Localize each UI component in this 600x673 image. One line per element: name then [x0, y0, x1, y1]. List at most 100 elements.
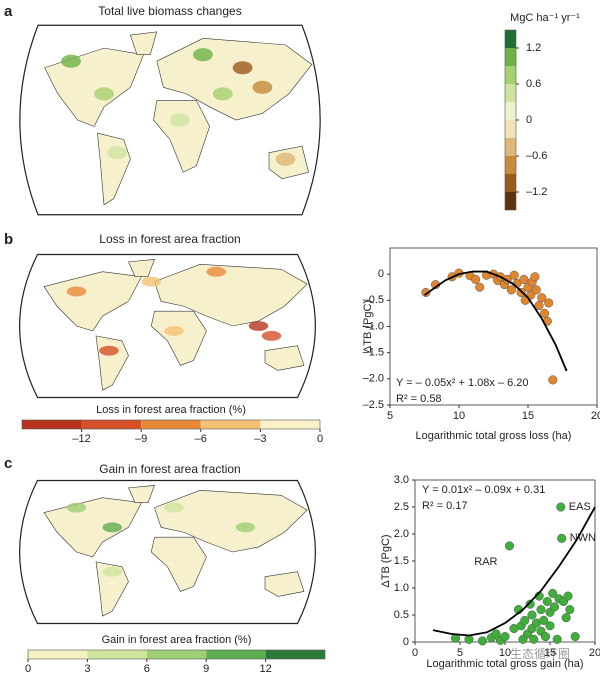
colorbar-bin	[146, 650, 207, 659]
x-tick-label: 10	[499, 647, 511, 659]
point-label: NWN	[570, 532, 596, 544]
data-point	[519, 274, 529, 284]
fit-line	[432, 506, 596, 637]
map	[20, 254, 316, 397]
data-point	[536, 605, 546, 615]
land	[265, 572, 304, 597]
data-point	[525, 599, 535, 609]
y-tick-label: 0.5	[394, 609, 409, 621]
colorbar-tick-label: 6	[144, 663, 150, 673]
colorbar-bin	[505, 156, 516, 174]
data-point	[520, 615, 530, 625]
colorbar-bin	[505, 138, 516, 156]
x-tick-label: 5	[387, 410, 393, 422]
y-tick-label: 1.0	[394, 582, 409, 594]
colorbar-bin	[28, 650, 88, 659]
colorbar-bin	[505, 192, 516, 210]
colorbar-frame	[27, 649, 326, 660]
data-point	[475, 282, 485, 292]
panel-label: c	[4, 455, 12, 472]
y-axis-label: ΔTB (PgC)	[362, 300, 374, 353]
data-point	[549, 602, 560, 612]
map-patch	[275, 152, 296, 166]
colorbar-tick-label: 3	[84, 663, 90, 673]
map-patch	[102, 566, 122, 577]
data-point	[557, 533, 567, 543]
map-patch	[170, 113, 190, 127]
colorbar-bin	[505, 120, 516, 138]
map-patch	[164, 326, 184, 336]
colorbar-bin	[81, 420, 142, 429]
map-patch	[102, 522, 122, 533]
data-point	[548, 375, 558, 385]
land	[129, 259, 155, 276]
x-tick-label: 15	[544, 647, 556, 659]
land	[44, 498, 142, 557]
land	[154, 100, 210, 172]
data-point	[545, 621, 555, 631]
y-tick-label: –2.5	[363, 399, 384, 411]
x-axis-label: Logarithmic total gross gain (ha)	[426, 658, 583, 670]
data-point	[491, 629, 501, 639]
data-point	[540, 632, 551, 642]
map	[20, 25, 320, 214]
colorbar-label: Loss in forest area fraction (%)	[96, 404, 246, 416]
data-point	[540, 308, 550, 318]
map	[20, 480, 316, 623]
colorbar-bin	[200, 420, 261, 429]
map-patch	[235, 522, 256, 533]
data-point	[477, 636, 488, 646]
colorbar-bin	[505, 174, 516, 192]
map-patch	[66, 286, 87, 297]
land	[44, 272, 142, 331]
point-label: RAR	[474, 556, 497, 568]
data-point	[570, 632, 580, 642]
map-patch	[164, 502, 184, 513]
data-point	[527, 610, 537, 620]
colorbar-bin	[505, 48, 516, 66]
colorbar-tick-label: 0	[317, 433, 323, 445]
fit-r-squared: R² = 0.17	[422, 500, 468, 512]
y-tick-label: –1.0	[363, 320, 384, 332]
colorbar-frame	[21, 419, 321, 430]
data-point	[531, 285, 541, 295]
colorbar-bin	[505, 84, 516, 102]
data-point	[542, 596, 552, 607]
colorbar-bin	[206, 650, 266, 659]
land	[151, 311, 206, 365]
map-patch	[248, 321, 269, 331]
map-patch	[61, 54, 81, 68]
panel-label: a	[4, 3, 13, 20]
map-patch	[193, 48, 213, 62]
colorbar-tick-label: 9	[203, 663, 209, 673]
map-patch	[252, 80, 273, 94]
x-tick-label: 20	[589, 647, 600, 659]
x-tick-label: 5	[457, 647, 463, 659]
colorbar-tick-label: –9	[135, 433, 147, 445]
point-label: EAS	[569, 501, 591, 513]
land	[96, 562, 129, 616]
colorbar-label: MgC ha⁻¹ yr⁻¹	[510, 12, 580, 24]
map-patch	[141, 276, 161, 287]
land	[265, 346, 304, 371]
y-tick-label: 0	[378, 268, 384, 280]
colorbar-bin	[505, 102, 516, 120]
data-point	[552, 634, 562, 644]
y-tick-label: –2.0	[363, 373, 384, 385]
map-patch	[66, 502, 87, 513]
data-point	[539, 615, 549, 625]
panel-title: Gain in forest area fraction	[99, 462, 240, 476]
data-point	[471, 274, 481, 284]
map-patch	[99, 345, 119, 356]
colorbar-bin	[505, 66, 516, 84]
map-patch	[232, 61, 253, 75]
data-point	[544, 298, 554, 308]
data-point	[421, 287, 431, 298]
fit-line	[423, 270, 568, 372]
data-point	[548, 588, 558, 598]
x-axis-label: Logarithmic total gross loss (ha)	[416, 430, 572, 442]
x-tick-label: 0	[412, 647, 418, 659]
x-tick-label: 15	[522, 410, 534, 422]
y-tick-label: 2.5	[394, 501, 409, 513]
